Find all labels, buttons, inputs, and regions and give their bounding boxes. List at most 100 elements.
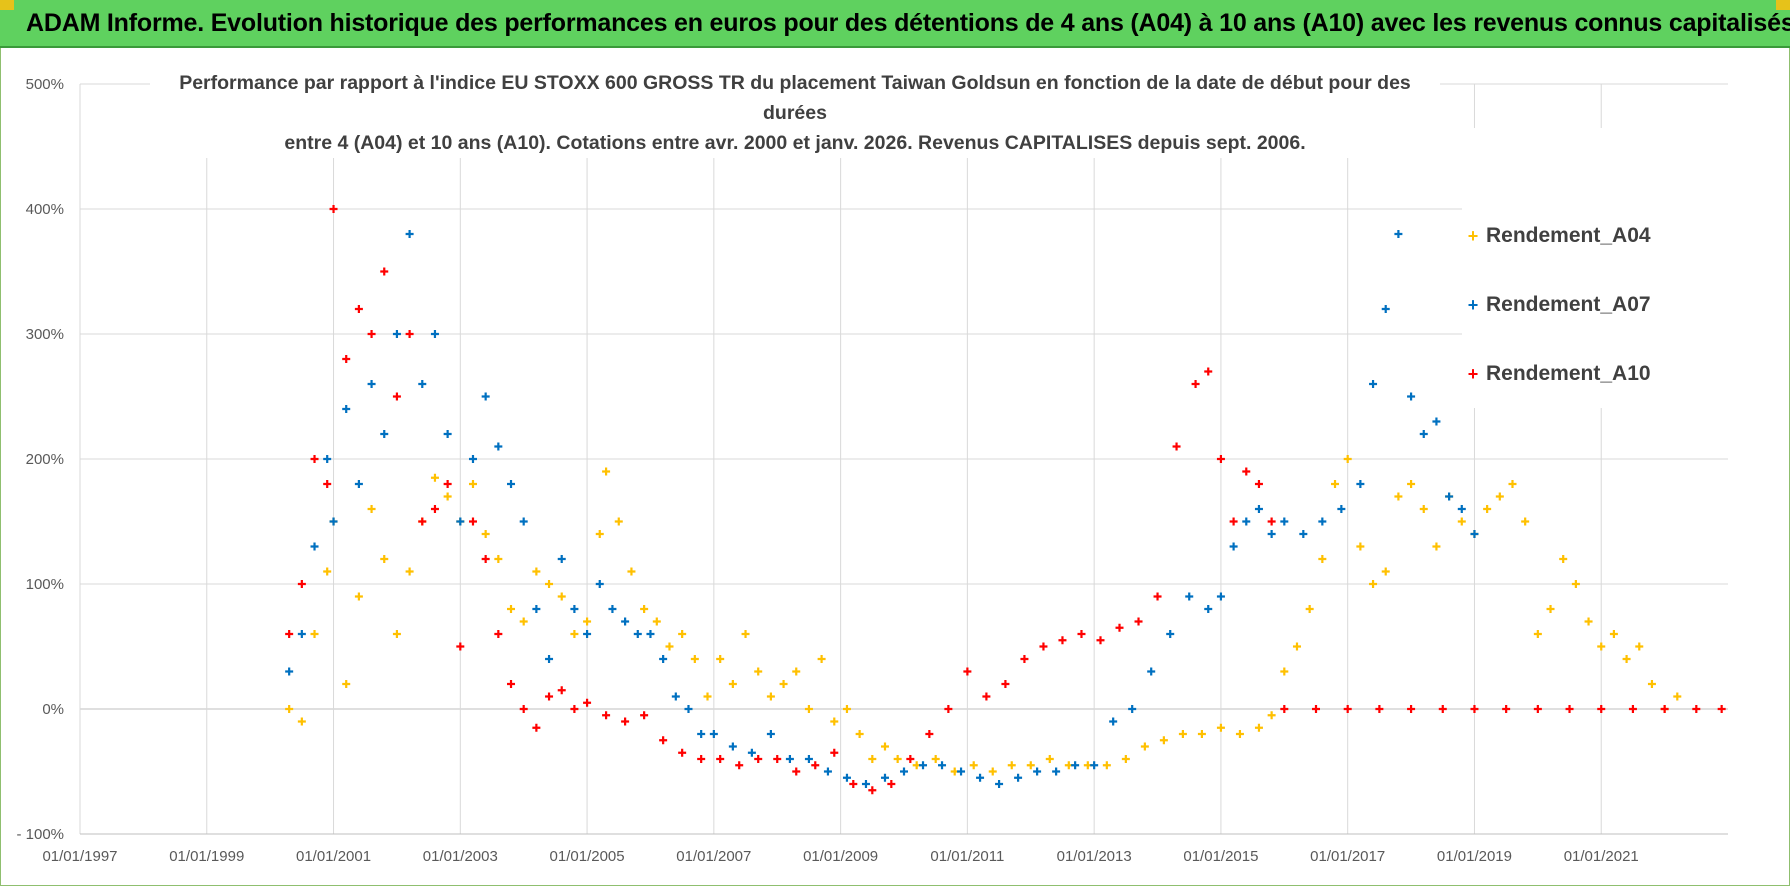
point-a07	[1356, 480, 1365, 488]
point-a07	[468, 455, 477, 463]
corner-mark-left	[0, 0, 14, 10]
point-a04	[570, 630, 579, 638]
point-a10	[456, 642, 465, 651]
point-a10	[887, 780, 896, 788]
point-a10	[678, 748, 687, 757]
point-a07	[354, 480, 363, 488]
grid-lines	[79, 83, 1728, 835]
point-a10	[1565, 705, 1574, 713]
point-a07	[310, 542, 319, 551]
point-a07	[684, 705, 693, 713]
point-a07	[367, 380, 376, 388]
x-tick-label: 01/01/2007	[676, 848, 751, 865]
point-a07	[957, 767, 966, 776]
point-a07	[557, 555, 566, 563]
y-tick-label: 0%	[42, 701, 64, 718]
point-a04	[1622, 655, 1631, 663]
x-tick-label: 01/01/2013	[1057, 848, 1132, 865]
point-a07	[1457, 505, 1466, 513]
point-a07	[1090, 761, 1099, 770]
y-tick-label: 400%	[26, 201, 64, 218]
point-a07	[842, 773, 851, 782]
point-a07	[494, 442, 503, 451]
point-a04	[1647, 680, 1656, 688]
point-a04	[1673, 692, 1682, 701]
point-a07	[595, 580, 604, 588]
point-a07	[1267, 530, 1276, 538]
point-a10	[735, 761, 744, 770]
series-rendement_a10	[285, 205, 1726, 795]
point-a07	[519, 517, 528, 526]
point-a04	[728, 680, 737, 688]
point-a10	[430, 505, 439, 513]
point-a10	[570, 705, 579, 713]
point-a04	[1546, 605, 1555, 613]
point-a10	[1191, 380, 1200, 388]
point-a04	[1369, 580, 1378, 588]
point-a10	[1096, 636, 1105, 645]
y-tick-label: - 100%	[16, 826, 64, 843]
x-tick-label: 01/01/2017	[1310, 848, 1385, 865]
point-a10	[1267, 517, 1276, 526]
point-a07	[1445, 492, 1454, 501]
legend-marker-a07-icon: +	[1467, 294, 1479, 315]
point-a10	[963, 667, 972, 676]
chart-area: 500% 400% 300% 200% 100% 0% - 100% 01/01/1997 01…	[0, 48, 1790, 886]
legend-marker-a04-icon: +	[1467, 225, 1479, 246]
point-a10	[297, 580, 306, 588]
point-a10	[545, 692, 554, 701]
point-a10	[443, 480, 452, 488]
point-a10	[583, 698, 592, 707]
point-a04	[1267, 711, 1276, 720]
point-a07	[380, 430, 389, 438]
point-a04	[880, 742, 889, 751]
point-a07	[323, 455, 332, 463]
point-a04	[405, 567, 414, 576]
point-a04	[792, 667, 801, 676]
point-a04	[367, 505, 376, 513]
point-a07	[1369, 380, 1378, 388]
point-a07	[392, 330, 401, 338]
x-tick-label: 01/01/2003	[423, 848, 498, 865]
point-a07	[919, 761, 928, 770]
point-a07	[880, 773, 889, 782]
point-a10	[697, 755, 706, 763]
point-a10	[849, 780, 858, 788]
point-a10	[519, 705, 528, 713]
point-a04	[1007, 761, 1016, 770]
legend-label-a07: Rendement_A07	[1486, 293, 1651, 316]
point-a04	[595, 530, 604, 538]
point-a07	[766, 730, 775, 738]
point-a04	[1394, 492, 1403, 501]
point-a04	[392, 630, 401, 638]
point-a10	[773, 755, 782, 763]
point-a04	[1521, 517, 1530, 526]
series-rendement_a04	[285, 455, 1682, 776]
point-a07	[1109, 717, 1118, 726]
point-a04	[1178, 730, 1187, 738]
x-tick-label: 01/01/2015	[1183, 848, 1258, 865]
point-a07	[1185, 592, 1194, 601]
point-a07	[976, 773, 985, 782]
point-a04	[716, 655, 725, 663]
point-a04	[779, 680, 788, 688]
point-a04	[640, 605, 649, 613]
point-a04	[468, 480, 477, 488]
point-a10	[1407, 705, 1416, 713]
point-a04	[583, 617, 592, 626]
point-a10	[1058, 636, 1067, 645]
point-a10	[1204, 367, 1213, 376]
x-tick-label: 01/01/1999	[169, 848, 244, 865]
point-a10	[925, 730, 934, 738]
point-a04	[1508, 480, 1517, 488]
point-a04	[1381, 567, 1390, 576]
point-a07	[1419, 430, 1428, 438]
legend-item-a04: + Rendement_A04	[1462, 216, 1651, 256]
y-tick-label: 200%	[26, 451, 64, 468]
point-a10	[811, 761, 820, 770]
chart-title-line-1: Performance par rapport à l'indice EU ST…	[179, 72, 1411, 124]
point-a10	[830, 748, 839, 757]
point-a07	[728, 742, 737, 751]
point-a10	[1717, 705, 1726, 713]
chart-title: Performance par rapport à l'indice EU ST…	[150, 68, 1440, 158]
